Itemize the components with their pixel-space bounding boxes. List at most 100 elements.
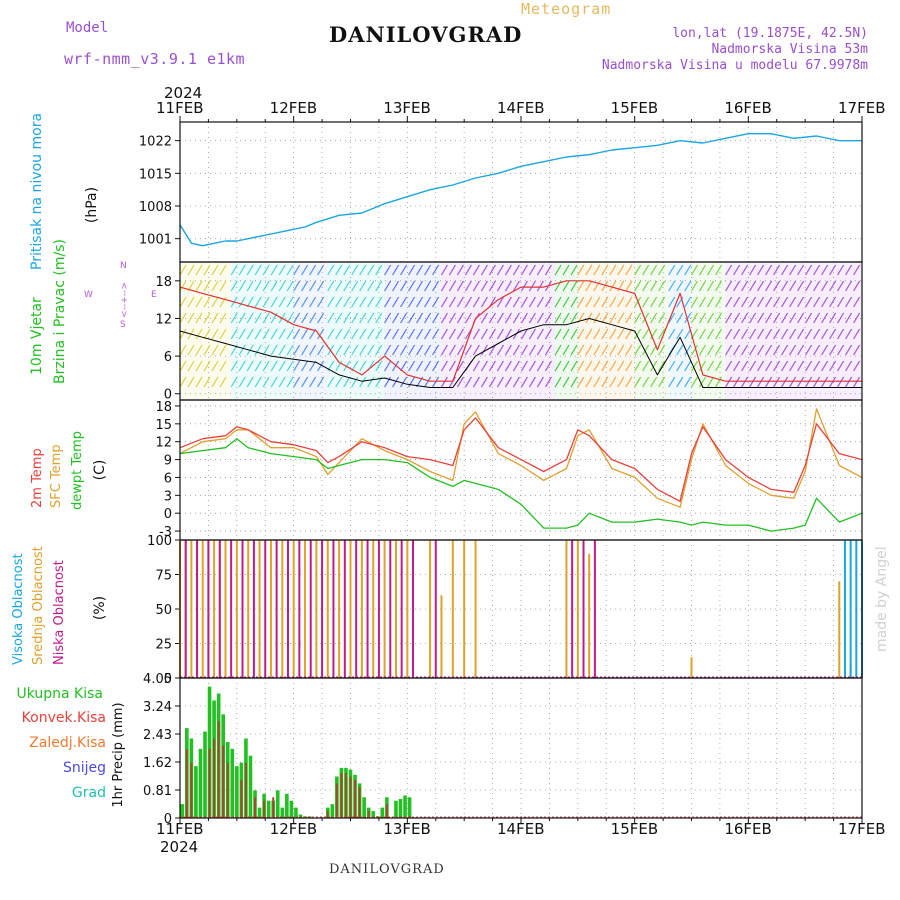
wind-compass: <--+--> N W E S xyxy=(84,261,157,330)
wind-arrow xyxy=(577,296,585,308)
wind-arrow xyxy=(773,360,781,372)
wind-arrow xyxy=(813,344,821,356)
y-tick-label: 50 xyxy=(155,603,172,618)
wind-arrow xyxy=(432,264,440,276)
wind-arrow xyxy=(278,328,286,340)
wind-arrow xyxy=(408,312,416,324)
cloud-bar xyxy=(690,657,693,678)
wind-arrow xyxy=(203,280,211,292)
wind-arrow xyxy=(658,360,666,372)
wind-arrow xyxy=(335,376,343,388)
wind-arrow xyxy=(585,264,593,276)
wind-arrow xyxy=(829,376,837,388)
wind-arrow xyxy=(440,376,448,388)
wind-arrow xyxy=(725,344,733,356)
temp-legend-2m: 2m Temp xyxy=(30,448,45,508)
cloud-bar xyxy=(264,540,267,678)
wind-arrow xyxy=(741,344,749,356)
precip-total-bar xyxy=(285,793,289,818)
wind-arrow xyxy=(570,328,578,340)
wind-arrow xyxy=(797,280,805,292)
precip-total-bar xyxy=(280,807,285,818)
wind-arrow xyxy=(238,328,246,340)
wind-arrow xyxy=(238,280,246,292)
wind-arrow xyxy=(359,344,367,356)
bottom-day-label: 16FEB xyxy=(724,820,772,838)
wind-arrow xyxy=(781,296,789,308)
wind-band xyxy=(441,263,556,399)
cloud-bar xyxy=(394,540,397,678)
precip-conv-bar xyxy=(354,779,357,818)
wind-arrow xyxy=(179,264,187,276)
wind-arrow xyxy=(293,264,301,276)
wind-arrow xyxy=(440,360,448,372)
wind-arrow xyxy=(504,296,512,308)
wind-arrow xyxy=(749,296,757,308)
cloud-bar xyxy=(309,540,312,678)
wind-arrow xyxy=(195,328,203,340)
y-tick-label: 2.43 xyxy=(143,728,172,743)
y-tick-label: 9 xyxy=(164,454,172,469)
wind-arrow xyxy=(789,376,797,388)
wind-arrow xyxy=(408,360,416,372)
wind-arrow xyxy=(585,328,593,340)
cloud-bar xyxy=(196,540,199,678)
cloud-bar xyxy=(247,540,250,678)
wind-arrow xyxy=(821,376,829,388)
wind-arrow xyxy=(375,360,383,372)
wind-arrow xyxy=(384,280,392,292)
wind-arrow xyxy=(650,264,658,276)
wind-arrow xyxy=(684,280,692,292)
wind-arrow xyxy=(254,296,262,308)
wind-arrow xyxy=(609,296,617,308)
precip-total-bar xyxy=(330,804,335,818)
precip-legend-snow: Snijeg xyxy=(62,760,106,776)
wind-arrow xyxy=(375,344,383,356)
wind-arrow xyxy=(585,376,593,388)
top-day-label: 13FEB xyxy=(383,99,431,117)
wind-arrow xyxy=(504,376,512,388)
wind-arrow xyxy=(544,312,552,324)
wind-arrow xyxy=(741,360,749,372)
wind-arrow xyxy=(179,296,187,308)
wind-arrow xyxy=(301,360,309,372)
wind-arrow xyxy=(400,344,408,356)
precip-total-bar xyxy=(289,800,294,818)
wind-arrow xyxy=(195,296,203,308)
wind-arrow xyxy=(650,376,658,388)
wind-arrow xyxy=(562,328,570,340)
wind-arrow xyxy=(853,344,861,356)
svg-text:<--+-->: <--+--> xyxy=(120,282,130,318)
wind-arrow xyxy=(706,376,715,388)
wind-arrow xyxy=(262,312,270,324)
wind-arrow xyxy=(520,376,528,388)
cloud-bar xyxy=(412,540,415,678)
wind-arrow xyxy=(853,360,861,372)
credit-watermark: made by Angel xyxy=(874,546,890,652)
precip-conv-bar xyxy=(358,786,361,818)
cloud-bar xyxy=(235,540,238,678)
y-tick-label: 3.24 xyxy=(143,700,172,715)
wind-arrow xyxy=(690,344,699,356)
altitude-label: Nadmorska Visina 53m xyxy=(711,42,868,57)
wind-arrow xyxy=(733,312,741,324)
precip-conv-bar xyxy=(185,748,188,818)
sfc-temp-line xyxy=(179,408,863,508)
wind-arrow xyxy=(203,312,211,324)
wind-arrow xyxy=(262,360,270,372)
wind-arrow xyxy=(706,360,715,372)
wind-arrow xyxy=(698,296,707,308)
cloud-bar xyxy=(434,540,437,678)
precip-conv-bar xyxy=(213,738,216,818)
wind-arrow xyxy=(424,312,432,324)
wind-arrow xyxy=(698,280,707,292)
wind-arrow xyxy=(829,296,837,308)
precip-conv-bar xyxy=(335,783,338,818)
wind-arrow xyxy=(317,280,325,292)
wind-arrow xyxy=(554,344,562,356)
wind-arrow xyxy=(684,328,692,340)
wind-arrow xyxy=(254,312,262,324)
wind-arrow xyxy=(488,312,496,324)
wind-arrow xyxy=(585,360,593,372)
wind-arrow xyxy=(520,360,528,372)
